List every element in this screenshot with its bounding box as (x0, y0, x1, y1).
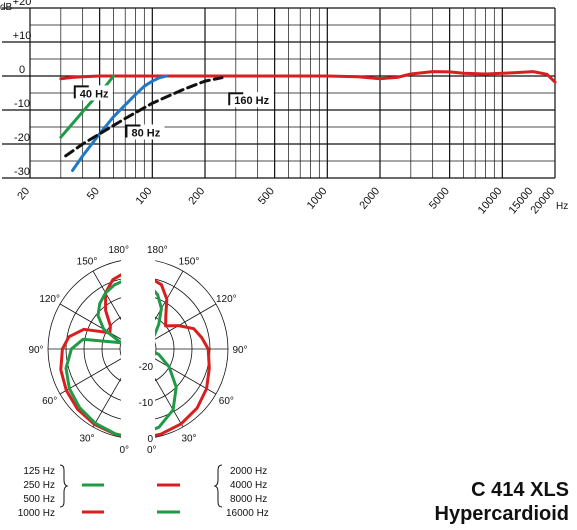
y-axis-unit: dB (0, 2, 13, 13)
legend-left-brace (59, 464, 69, 508)
annotation-box (126, 124, 165, 140)
x-tick-label: 20000 (528, 185, 557, 216)
polar-left-red (59, 268, 139, 441)
y-tick-label: -10 (14, 98, 30, 110)
y-tick-label: -30 (14, 166, 30, 178)
polar-ring-label: -10 (139, 398, 154, 409)
polar-left-green (64, 275, 139, 441)
x-tick-label: 50 (85, 185, 102, 202)
series-line-green (59, 74, 115, 139)
model-title: C 414 XLS Hypercardioid (435, 478, 569, 526)
series-line-black (64, 76, 224, 158)
polar-angle-label: 90° (232, 345, 247, 356)
annotation-marker (125, 124, 141, 138)
x-tick-label: 1000 (305, 185, 330, 211)
legend: 125 Hz 250 Hz 500 Hz 1000 Hz 2000 Hz 400… (18, 464, 269, 519)
polar-pattern-name: Hypercardioid (434, 503, 569, 525)
polar-ring-label: -20 (139, 362, 154, 373)
legend-left-freq-2: 250 Hz (23, 480, 55, 491)
legend-left-freq-1: 125 Hz (23, 466, 55, 477)
model-name: C 414 XLS (471, 479, 569, 501)
y-tick-label: +10 (13, 30, 32, 42)
polar-angle-label: 150° (179, 257, 200, 268)
y-tick-label: +20 (13, 0, 32, 8)
polar-angle-label: 0° (119, 445, 129, 456)
polar-angle-label: 180° (147, 245, 168, 256)
polar-center-gap (121, 240, 155, 455)
series-line-blue (71, 74, 168, 172)
polar-pattern-chart: 0° 0° 30° 30° 60° 60° 90° 90° 120° 120° 150° 150° 18… (28, 240, 248, 456)
legend-right-freq-3: 8000 Hz (230, 494, 267, 505)
legend-left-freq-3: 500 Hz (23, 494, 55, 505)
annotation-marker (228, 92, 244, 106)
polar-ring-label: 0 (147, 434, 153, 445)
x-tick-label: 20 (15, 185, 32, 202)
x-tick-label: 200 (186, 185, 207, 207)
legend-right-brace (213, 464, 223, 508)
y-tick-label: 0 (19, 64, 25, 76)
frequency-annotations: 40 Hz 80 Hz 160 Hz (73, 85, 274, 140)
polar-angle-label: 150° (77, 257, 98, 268)
x-tick-label: 100 (134, 185, 155, 207)
polar-angle-label: 90° (28, 345, 43, 356)
legend-right-freq-1: 2000 Hz (230, 466, 267, 477)
annotation-label: 40 Hz (80, 88, 109, 100)
x-tick-label: 5000 (427, 185, 452, 211)
x-tick-label: 500 (256, 185, 277, 207)
frequency-y-tick-labels: +20 +10 0 -10 -20 -30 (13, 0, 32, 178)
annotation-label: 80 Hz (131, 128, 160, 140)
annotation-box (229, 92, 274, 108)
polar-angle-label: 30° (79, 433, 94, 444)
legend-right-freq-2: 4000 Hz (230, 480, 267, 491)
polar-right-red (137, 275, 211, 441)
x-axis-unit: Hz (556, 201, 568, 212)
polar-spoke (153, 303, 217, 341)
polar-angle-label: 120° (39, 294, 60, 305)
polar-angle-label: 120° (216, 294, 237, 305)
frequency-grid (2, 7, 556, 179)
polar-spoke (59, 303, 123, 341)
polar-angle-label: 60° (219, 396, 234, 407)
frequency-series (59, 70, 557, 172)
y-tick-label: -20 (14, 132, 30, 144)
annotation-label: 160 Hz (234, 95, 269, 107)
polar-angle-label: 60° (42, 396, 57, 407)
frequency-response-chart: 20 50 100 200 500 1000 2000 5000 10000 1500020000… (0, 0, 568, 216)
x-tick-label: 2000 (357, 185, 382, 211)
polar-angle-label: 30° (181, 433, 196, 444)
legend-left-single: 1000 Hz (18, 508, 55, 519)
polar-labels: 0° 0° 30° 30° 60° 60° 90° 90° 120° 120° 150° 150° 18… (28, 245, 247, 456)
legend-right-single: 16000 Hz (226, 508, 269, 519)
series-line-red (59, 70, 557, 84)
annotation-box (74, 85, 113, 101)
x-tick-label: 10000 (476, 185, 505, 216)
annotation-marker (73, 85, 89, 99)
polar-angle-label: 0° (147, 445, 157, 456)
polar-angle-label: 180° (108, 245, 129, 256)
